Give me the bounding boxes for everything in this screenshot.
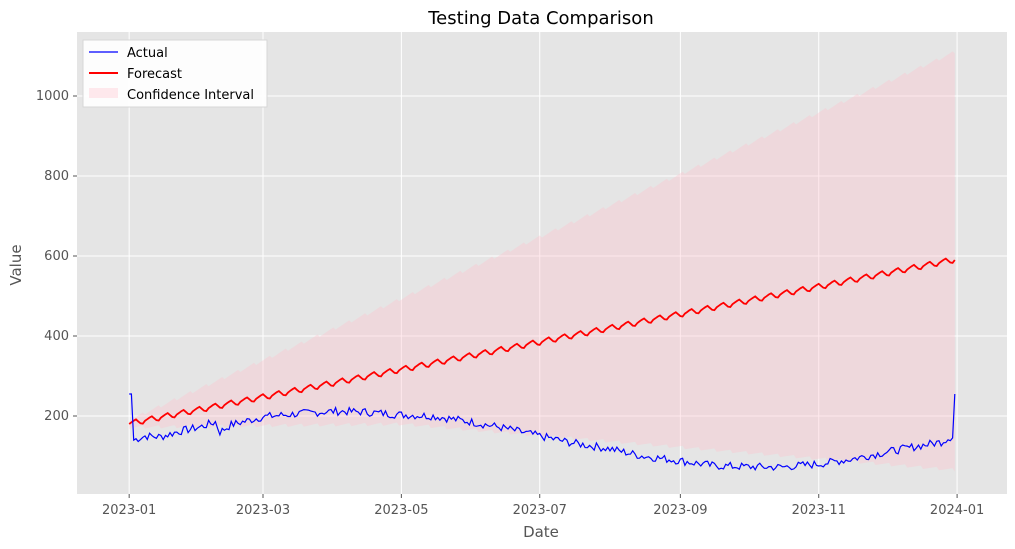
y-axis-label: Value xyxy=(7,244,25,285)
actual-layer xyxy=(129,393,956,472)
x-ticks: 2023-01 2023-03 2023-05 2023-07 2023-09 2023-… xyxy=(102,494,984,518)
forecast-line xyxy=(128,257,956,425)
y-tick-label: 400 xyxy=(44,329,69,344)
y-tick-label: 200 xyxy=(44,409,69,424)
legend-actual-label: Actual xyxy=(127,46,168,61)
confidence-band xyxy=(129,51,955,472)
x-tick-label: 2023-07 xyxy=(513,503,567,518)
x-axis-label: Date xyxy=(523,523,559,541)
y-tick-label: 800 xyxy=(44,169,69,184)
legend-forecast-label: Forecast xyxy=(127,67,182,82)
y-ticks: 200 400 600 800 1000 xyxy=(36,89,77,424)
actual-line xyxy=(129,393,956,472)
x-tick-label: 2024-01 xyxy=(930,503,984,518)
confidence-layer xyxy=(129,51,955,472)
x-tick-label: 2023-09 xyxy=(653,503,707,518)
legend-confidence-swatch xyxy=(89,88,118,98)
legend-confidence-label: Confidence Interval xyxy=(127,88,254,103)
grid xyxy=(77,32,1007,494)
x-tick-label: 2023-11 xyxy=(792,503,846,518)
x-tick-label: 2023-05 xyxy=(374,503,428,518)
plot-background xyxy=(77,32,1007,494)
legend: Actual Forecast Confidence Interval xyxy=(82,39,268,108)
x-tick-label: 2023-03 xyxy=(236,503,290,518)
y-tick-label: 1000 xyxy=(36,89,69,104)
forecast-layer xyxy=(128,257,956,425)
y-tick-label: 600 xyxy=(44,249,69,264)
x-tick-label: 2023-01 xyxy=(102,503,156,518)
chart-title: Testing Data Comparison xyxy=(427,8,653,29)
